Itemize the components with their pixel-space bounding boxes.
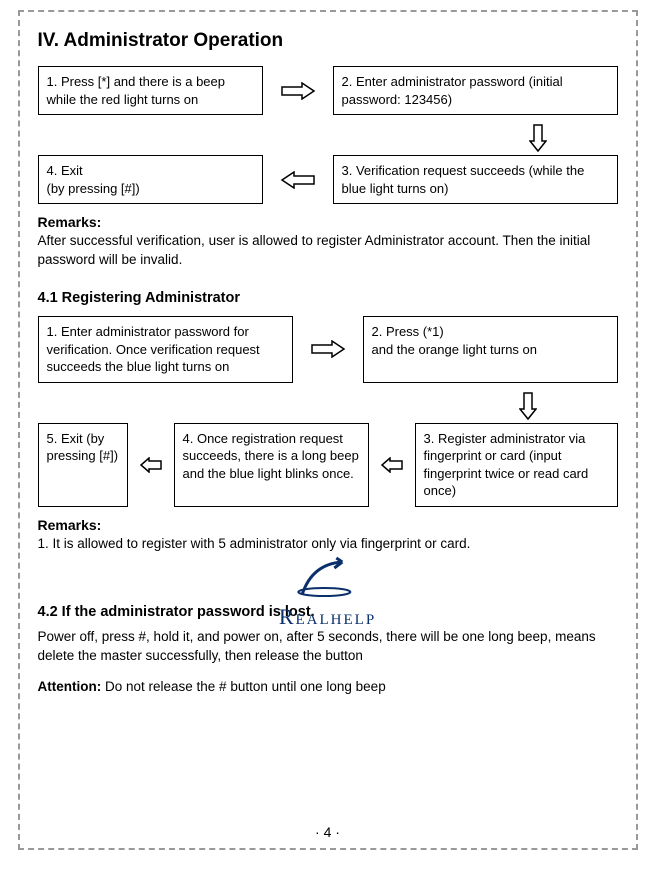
s42-body: Power off, press #, hold it, and power o… (38, 628, 618, 666)
arrow-right (273, 66, 323, 115)
page-frame: IV. Administrator Operation 1. Press [*]… (18, 10, 638, 850)
page-number: · 4 · (20, 824, 636, 840)
main-down-arrow-row (38, 123, 618, 153)
main-remarks-label: Remarks: (38, 214, 618, 230)
s41-step-5: 5. Exit (by pressing [#]) (38, 423, 128, 507)
arrow-left-icon (380, 457, 404, 473)
main-flow-row-2: 4. Exit (by pressing [#]) 3. Verificatio… (38, 155, 618, 204)
arrow-left (273, 155, 323, 204)
arrow-down-icon (529, 123, 547, 153)
main-step-1: 1. Press [*] and there is a beep while t… (38, 66, 263, 115)
sub-42-heading: 4.2 If the administrator password is los… (38, 604, 618, 620)
main-step-2: 2. Enter administrator password (initial… (333, 66, 618, 115)
s41-step-2: 2. Press (*1) and the orange light turns… (363, 316, 618, 383)
s41-row-2: 5. Exit (by pressing [#]) 4. Once regist… (38, 423, 618, 507)
s41-step-3: 3. Register administrator via fingerprin… (415, 423, 618, 507)
s41-down-arrow-row (38, 391, 618, 421)
s41-step-1: 1. Enter administrator password for veri… (38, 316, 293, 383)
main-remarks-text: After successful verification, user is a… (38, 232, 618, 270)
attention-label: Attention: (38, 679, 102, 694)
s41-row-1: 1. Enter administrator password for veri… (38, 316, 618, 383)
arrow-right (303, 316, 353, 383)
arrow-left (379, 423, 405, 507)
arrow-left-icon (280, 171, 316, 189)
arrow-left-icon (139, 457, 163, 473)
s42-attention: Attention: Do not release the # button u… (38, 679, 618, 694)
s41-step-4: 4. Once registration request succeeds, t… (174, 423, 369, 507)
section-title: IV. Administrator Operation (38, 30, 618, 52)
arrow-down (438, 391, 618, 421)
s41-remarks-text: 1. It is allowed to register with 5 admi… (38, 535, 618, 554)
arrow-right-icon (310, 340, 346, 358)
logo-mark-icon (292, 554, 362, 599)
attention-text: Do not release the # button until one lo… (101, 679, 385, 694)
sub-41-heading: 4.1 Registering Administrator (38, 290, 618, 306)
main-step-4: 4. Exit (by pressing [#]) (38, 155, 263, 204)
arrow-down (458, 123, 618, 153)
s41-remarks-label: Remarks: (38, 517, 618, 533)
arrow-right-icon (280, 82, 316, 100)
arrow-left (138, 423, 164, 507)
main-flow-row-1: 1. Press [*] and there is a beep while t… (38, 66, 618, 115)
main-step-3: 3. Verification request succeeds (while … (333, 155, 618, 204)
arrow-down-icon (519, 391, 537, 421)
